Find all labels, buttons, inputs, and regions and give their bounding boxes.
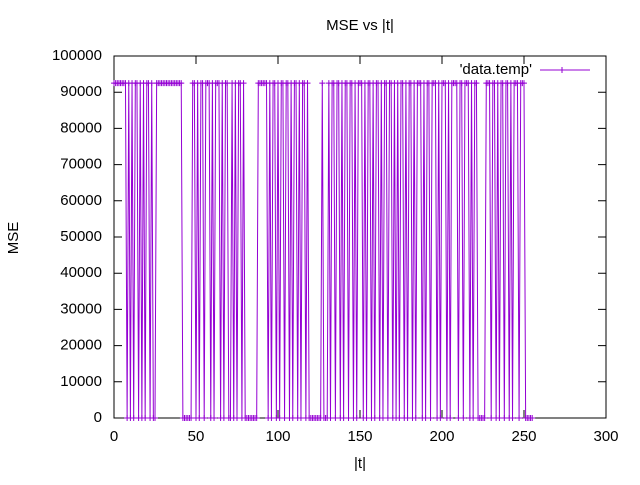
y-tick-label: 30000 <box>60 300 102 317</box>
data-point <box>516 415 523 421</box>
y-tick-label: 40000 <box>60 264 102 281</box>
data-point <box>412 415 419 421</box>
data-point <box>427 415 434 421</box>
data-point <box>178 80 185 87</box>
x-tick-label: 0 <box>110 428 118 445</box>
y-tick-label: 50000 <box>60 228 102 245</box>
x-axis-label: |t| <box>354 455 366 472</box>
x-tick-label: 50 <box>188 428 205 445</box>
data-point <box>529 415 536 421</box>
data-point <box>509 415 516 421</box>
y-axis-label: MSE <box>5 222 22 255</box>
x-tick-label: 250 <box>511 428 536 445</box>
legend-swatch <box>540 67 590 73</box>
data-point <box>473 80 480 87</box>
data-point <box>304 80 311 87</box>
y-tick-label: 20000 <box>60 337 102 354</box>
data-point <box>437 415 444 421</box>
chart-title: MSE vs |t| <box>326 17 394 34</box>
legend-label: 'data.temp' <box>460 61 533 78</box>
y-tick-label: 100000 <box>52 47 102 64</box>
x-tick-label: 100 <box>265 428 290 445</box>
data-point <box>521 80 527 87</box>
x-tick-label: 150 <box>347 428 372 445</box>
y-tick-label: 60000 <box>60 192 102 209</box>
data-point <box>201 415 208 421</box>
y-tick-label: 80000 <box>60 119 102 136</box>
data-point <box>460 415 467 421</box>
y-tick-label: 10000 <box>60 373 102 390</box>
y-tick-label: 70000 <box>60 156 102 173</box>
x-tick-label: 300 <box>593 428 618 445</box>
y-tick-label: 90000 <box>60 83 102 100</box>
data-point <box>211 415 218 421</box>
data-point <box>319 80 326 87</box>
data-point <box>481 415 488 421</box>
y-tick-label: 0 <box>94 409 102 426</box>
data-point <box>353 415 360 421</box>
data-point <box>253 415 260 421</box>
data-point <box>152 415 158 421</box>
x-tick-label: 200 <box>429 428 454 445</box>
data-point <box>447 415 454 421</box>
data-point <box>240 80 247 87</box>
